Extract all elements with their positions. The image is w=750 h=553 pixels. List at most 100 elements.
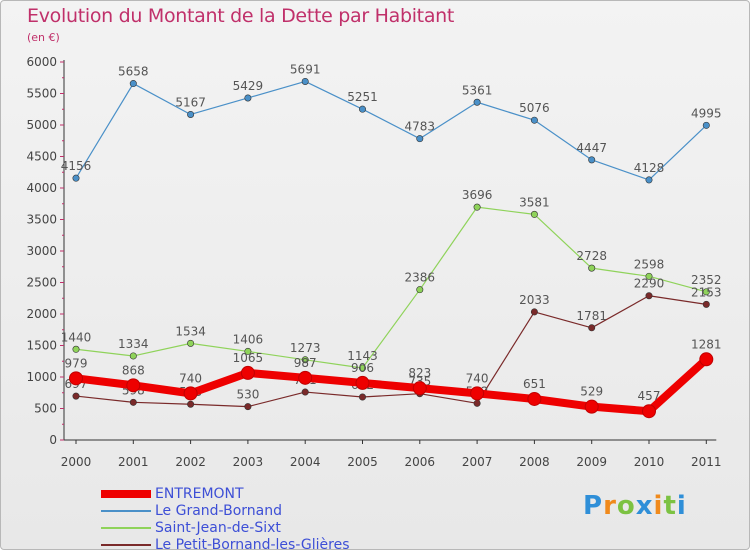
data-label-saint-jean-de-sixt: 1334 (118, 337, 149, 351)
data-label-le-grand-bornand: 5361 (462, 83, 493, 97)
data-label-saint-jean-de-sixt: 3581 (519, 195, 550, 209)
data-point-saint-jean-de-sixt (129, 352, 137, 360)
data-point-entremont (412, 381, 427, 396)
x-tick-label: 2005 (347, 455, 378, 469)
x-tick-label: 2007 (462, 455, 493, 469)
data-label-saint-jean-de-sixt: 1534 (175, 324, 206, 338)
data-label-le-grand-bornand: 5658 (118, 65, 149, 79)
y-tick-label: 5500 (26, 87, 57, 101)
data-point-entremont (298, 370, 313, 385)
data-point-entremont (240, 365, 255, 380)
x-tick-label: 2006 (405, 455, 436, 469)
data-point-le-grand-bornand (473, 98, 481, 106)
data-label-le-grand-bornand: 4783 (405, 120, 436, 134)
data-point-saint-jean-de-sixt (301, 356, 309, 364)
x-tick-label: 2000 (61, 455, 92, 469)
data-label-entremont: 529 (580, 385, 603, 399)
data-label-entremont: 1281 (691, 337, 722, 351)
legend-label: Le Grand-Bornand (155, 502, 283, 519)
logo-letter: t (663, 491, 677, 521)
y-tick-label: 500 (34, 402, 57, 416)
data-label-le-grand-bornand: 4156 (61, 159, 92, 173)
data-label-entremont: 651 (523, 377, 546, 391)
data-label-saint-jean-de-sixt: 1406 (233, 332, 264, 346)
data-label-le-grand-bornand: 5251 (347, 90, 378, 104)
legend-label: Saint-Jean-de-Sixt (155, 519, 281, 536)
data-label-le-petit-bornand-les-glieres: 530 (236, 388, 259, 402)
series-line-le-petit-bornand-les-glieres (75, 295, 707, 408)
proxiti-logo: Proxiti (583, 491, 687, 521)
data-point-entremont (69, 371, 83, 386)
y-tick-label: 3000 (26, 244, 57, 258)
data-label-le-grand-bornand: 4447 (576, 141, 607, 155)
legend-item: ENTREMONT (101, 485, 350, 502)
chart-legend: ENTREMONT Le Grand-Bornand Saint-Jean-de-S… (101, 485, 350, 553)
y-tick-label: 2000 (26, 307, 57, 321)
data-label-le-grand-bornand: 5076 (519, 101, 550, 115)
y-tick-label: 1000 (26, 370, 57, 384)
data-label-le-grand-bornand: 5691 (290, 62, 321, 76)
data-point-saint-jean-de-sixt (702, 288, 710, 296)
data-label-saint-jean-de-sixt: 3696 (462, 188, 493, 202)
data-label-saint-jean-de-sixt: 1440 (61, 330, 92, 344)
y-tick-label: 3500 (26, 213, 57, 227)
data-label-le-grand-bornand: 5429 (233, 79, 264, 93)
legend-swatch (101, 509, 151, 512)
data-label-saint-jean-de-sixt: 2386 (405, 271, 436, 285)
data-label-entremont: 740 (179, 371, 202, 385)
data-label-entremont: 987 (294, 356, 317, 370)
data-point-saint-jean-de-sixt (72, 345, 80, 353)
data-point-saint-jean-de-sixt (358, 364, 366, 372)
data-point-le-petit-bornand-les-glieres (358, 393, 366, 401)
data-point-entremont (642, 404, 656, 419)
chart-title: Evolution du Montant de la Dette par Hab… (27, 5, 455, 27)
data-point-saint-jean-de-sixt (244, 347, 252, 355)
data-point-le-grand-bornand (416, 135, 424, 143)
logo-letter: i (676, 491, 687, 521)
data-label-entremont: 906 (351, 361, 374, 375)
data-label-entremont: 823 (408, 366, 431, 380)
data-label-saint-jean-de-sixt: 2598 (634, 257, 665, 271)
x-tick-label: 2009 (576, 455, 607, 469)
data-point-le-petit-bornand-les-glieres (473, 399, 481, 407)
data-point-le-petit-bornand-les-glieres (244, 403, 252, 411)
series-line-le-grand-bornand (75, 80, 707, 181)
data-point-le-petit-bornand-les-glieres (129, 398, 137, 406)
data-label-entremont: 1065 (233, 351, 264, 365)
data-label-entremont: 740 (466, 371, 489, 385)
x-tick-label: 2008 (519, 455, 550, 469)
data-point-le-grand-bornand (129, 80, 137, 88)
data-point-le-petit-bornand-les-glieres (72, 392, 80, 400)
data-point-saint-jean-de-sixt (473, 203, 481, 211)
legend-label: ENTREMONT (155, 485, 244, 502)
x-tick-label: 2001 (118, 455, 149, 469)
series-line-saint-jean-de-sixt (75, 206, 707, 369)
legend-swatch (101, 489, 151, 498)
data-point-le-grand-bornand (187, 110, 195, 118)
data-label-le-petit-bornand-les-glieres: 2153 (691, 285, 722, 299)
data-point-saint-jean-de-sixt (645, 272, 653, 280)
data-point-le-grand-bornand (301, 77, 309, 85)
logo-letter: r (603, 491, 617, 521)
data-label-saint-jean-de-sixt: 2352 (691, 273, 722, 287)
data-label-le-petit-bornand-les-glieres: 2290 (634, 277, 665, 291)
data-label-entremont: 979 (65, 356, 88, 370)
data-point-entremont (126, 378, 141, 393)
data-point-saint-jean-de-sixt (530, 210, 538, 218)
data-label-saint-jean-de-sixt: 1143 (347, 349, 378, 363)
data-label-entremont: 868 (122, 363, 145, 377)
x-tick-label: 2010 (634, 455, 665, 469)
data-label-le-grand-bornand: 4995 (691, 106, 722, 120)
x-tick-label: 2002 (175, 455, 206, 469)
legend-label: Le Petit-Bornand-les-Glières (155, 536, 350, 553)
legend-item: Saint-Jean-de-Sixt (101, 519, 350, 536)
data-point-saint-jean-de-sixt (588, 264, 596, 272)
data-point-le-petit-bornand-les-glieres (301, 388, 309, 396)
logo-letter: x (635, 491, 654, 521)
data-label-le-grand-bornand: 5167 (175, 95, 206, 109)
data-point-le-grand-bornand (530, 116, 538, 124)
y-tick-label: 6000 (26, 55, 57, 69)
data-point-entremont (699, 352, 714, 367)
x-tick-label: 2011 (691, 455, 722, 469)
